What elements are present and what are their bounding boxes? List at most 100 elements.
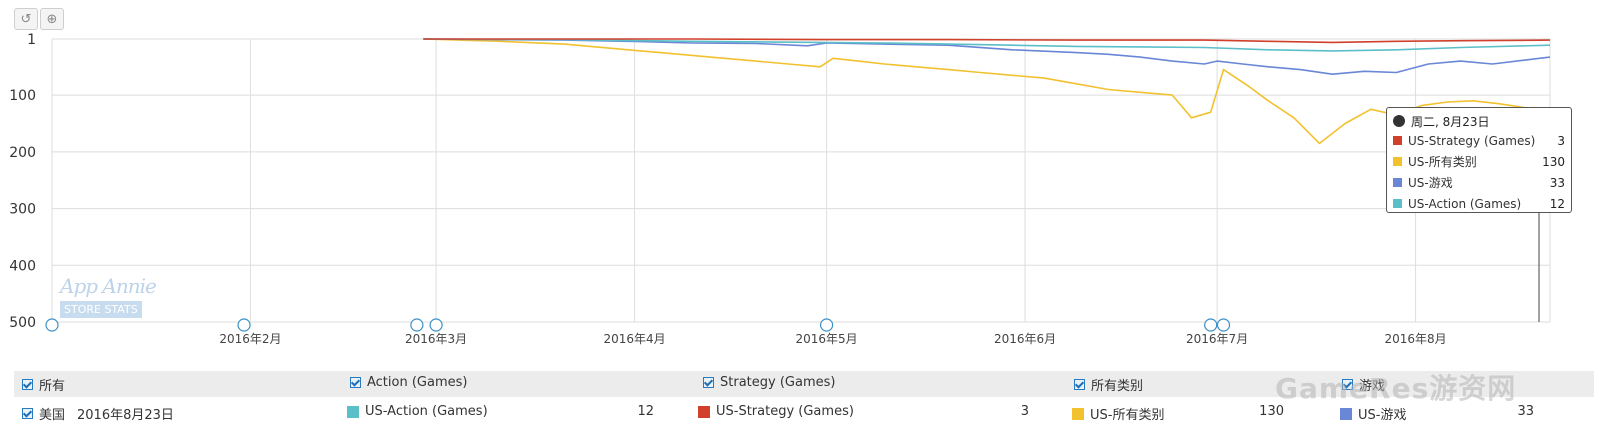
event-marker [45, 318, 59, 332]
legend-filter-action[interactable]: Action (Games) [350, 375, 467, 390]
tooltip-row-value: 12 [1549, 196, 1565, 211]
x-tick-label: 2016年4月 [603, 332, 665, 346]
x-tick-label: 2016年8月 [1384, 332, 1446, 346]
x-tick-label: 2016年5月 [796, 332, 858, 346]
tooltip-row-value: 33 [1549, 175, 1565, 190]
tooltip-row-value: 130 [1542, 154, 1565, 169]
legend-series-item[interactable]: US-游戏 [1340, 404, 1406, 423]
zoom-icon[interactable]: ⊕ [40, 8, 64, 30]
legend-filter-label: 游戏 [1359, 379, 1386, 394]
checkbox-icon[interactable] [703, 377, 714, 388]
grid [51, 38, 1551, 323]
chart-tooltip: 周二, 8月23日 US-Strategy (Games) 3 US-所有类别 … [1386, 107, 1572, 213]
legend-series-item[interactable]: US-Action (Games) [347, 404, 488, 419]
event-marker [1204, 318, 1218, 332]
x-tick-label: 2016年7月 [1186, 332, 1248, 346]
tooltip-row: US-Action (Games) 12 [1393, 193, 1565, 214]
legend-country[interactable]: 美国 2016年8月23日 [22, 404, 174, 423]
checkbox-icon[interactable] [350, 377, 361, 388]
legend-series-value: 12 [637, 404, 654, 419]
x-tick-label: 2016年6月 [994, 332, 1056, 346]
event-marker-bubble [410, 318, 424, 332]
legend-series-label: US-Strategy (Games) [716, 404, 854, 419]
legend-filter-label: Action (Games) [367, 375, 468, 390]
legend-series-label: US-游戏 [1358, 408, 1407, 423]
series-swatch [1393, 199, 1402, 208]
series-line [423, 38, 1551, 52]
series-swatch [1340, 407, 1352, 420]
legend-filter-label: 所有类别 [1091, 379, 1144, 394]
event-marker-bubble [237, 318, 251, 332]
event-marker-bubble [1204, 318, 1218, 332]
series-line [423, 38, 1551, 75]
legend-filter-label: Strategy (Games) [720, 375, 836, 390]
series-swatch [1393, 178, 1402, 187]
globe-icon [1393, 115, 1405, 127]
legend-country-name: 美国 [39, 408, 66, 423]
y-axis-ticks: 1 100 200 300 400 500 [9, 32, 36, 331]
tooltip-row-label: US-游戏 [1408, 176, 1453, 190]
series-swatch [1072, 407, 1084, 420]
event-marker [237, 318, 251, 332]
checkbox-icon[interactable] [1074, 379, 1085, 390]
legend-filter-all-categories[interactable]: 所有类别 [1074, 375, 1143, 394]
event-marker-bubble [820, 318, 834, 332]
chart-toolbar: ↺ ⊕ [14, 8, 64, 30]
series-swatch [1393, 136, 1402, 145]
series-line [423, 38, 1551, 145]
x-axis-ticks: 2016年2月 2016年3月 2016年4月 2016年5月 2016年6月 2016年… [219, 332, 1446, 346]
y-tick-label: 500 [9, 315, 36, 331]
legend-filter-label: 所有 [39, 379, 66, 394]
legend-filter-all[interactable]: 所有 [22, 375, 65, 394]
legend-series-label: US-Action (Games) [365, 404, 488, 419]
event-marker [820, 318, 834, 332]
tooltip-date: 周二, 8月23日 [1411, 114, 1490, 129]
tooltip-row-value: 3 [1557, 133, 1565, 148]
event-marker [429, 318, 443, 332]
x-tick-label: 2016年3月 [405, 332, 467, 346]
legend-series-item[interactable]: US-所有类别 [1072, 404, 1164, 423]
legend-header: 所有 Action (Games) Strategy (Games) 所有类别 … [14, 371, 1594, 397]
y-tick-label: 200 [9, 145, 36, 161]
event-markers [45, 318, 1231, 332]
legend-series-label: US-所有类别 [1090, 408, 1165, 423]
checkbox-icon[interactable] [22, 408, 33, 419]
x-tick-label: 2016年2月 [219, 332, 281, 346]
tooltip-row-label: US-Strategy (Games) [1408, 133, 1536, 148]
watermark-title: App Annie [60, 274, 157, 298]
legend-series-value: 3 [1020, 404, 1029, 419]
y-tick-label: 100 [9, 88, 36, 104]
series-swatch [347, 405, 359, 418]
series-lines [423, 38, 1551, 145]
checkbox-icon[interactable] [22, 379, 33, 390]
tooltip-header: 周二, 8月23日 [1393, 112, 1565, 130]
tooltip-row-label: US-Action (Games) [1408, 196, 1522, 211]
watermark-subtitle: STORE STATS [60, 301, 142, 318]
legend-filter-games[interactable]: 游戏 [1342, 375, 1385, 394]
tooltip-row-label: US-所有类别 [1408, 155, 1477, 169]
legend-series-value: 33 [1517, 404, 1534, 419]
y-tick-label: 400 [9, 258, 36, 274]
reset-icon[interactable]: ↺ [14, 8, 38, 30]
tooltip-row: US-Strategy (Games) 3 [1393, 130, 1565, 151]
tooltip-row: US-所有类别 130 [1393, 151, 1565, 172]
event-marker-bubble [45, 318, 59, 332]
legend-series-value: 130 [1259, 404, 1284, 419]
checkbox-icon[interactable] [1342, 379, 1353, 390]
legend-series-item[interactable]: US-Strategy (Games) [698, 404, 854, 419]
event-marker-bubble [429, 318, 443, 332]
site-watermark: GameRes游资网 [1275, 372, 1517, 405]
event-marker-bubble [1216, 318, 1231, 332]
event-marker [1216, 318, 1231, 332]
app-annie-watermark: App Annie STORE STATS [60, 274, 157, 318]
event-marker [410, 318, 424, 332]
legend-filter-strategy[interactable]: Strategy (Games) [703, 375, 835, 390]
tooltip-row: US-游戏 33 [1393, 172, 1565, 193]
series-line [423, 38, 1551, 44]
legend-country-row: 美国 2016年8月23日 US-Action (Games) 12 US-St… [14, 400, 1594, 426]
series-swatch [1393, 157, 1402, 166]
series-swatch [698, 405, 710, 418]
y-tick-label: 1 [27, 32, 36, 48]
legend-date: 2016年8月23日 [77, 408, 174, 423]
